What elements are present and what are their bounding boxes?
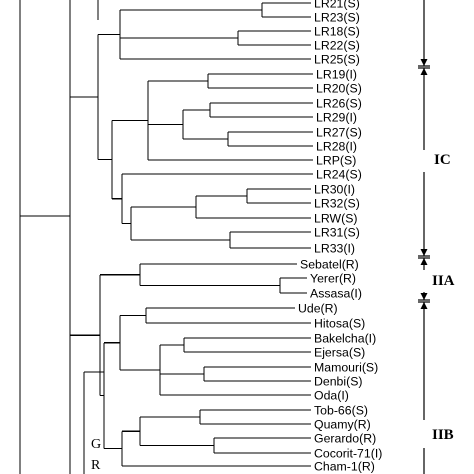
bracket-ib bbox=[418, 0, 430, 67]
leaf-label: LR27(S) bbox=[316, 126, 362, 140]
bracket-ic-bottom bbox=[418, 172, 430, 257]
bracket-iia-bottom bbox=[418, 292, 430, 301]
leaf-label: LR29(I) bbox=[316, 111, 357, 125]
leaf-label: Ejersa(S) bbox=[314, 346, 365, 360]
leaf-label: LR18(S) bbox=[314, 25, 360, 39]
leaf-label: LRW(S) bbox=[314, 212, 358, 226]
leaf-label: Cham-1(R) bbox=[314, 460, 375, 474]
leaf-label: Mamouri(S) bbox=[314, 361, 378, 375]
leaf-label: LR19(I) bbox=[316, 68, 357, 82]
leaf-label: LR28(I) bbox=[316, 140, 357, 154]
leaf-label: Assasa(I) bbox=[310, 287, 362, 301]
leaf-label: LRP(S) bbox=[316, 154, 356, 168]
cluster-label-iib: IIB bbox=[432, 427, 454, 443]
leaf-label: LR24(S) bbox=[316, 168, 362, 182]
leaf-label: LR22(S) bbox=[314, 39, 360, 53]
leaf-label: Hitosa(S) bbox=[314, 317, 365, 331]
leaf-label: Yerer(R) bbox=[310, 272, 356, 286]
leaf-label: LR32(S) bbox=[314, 197, 360, 211]
side-label-g: G bbox=[91, 437, 101, 452]
leaf-label: LR25(S) bbox=[314, 53, 360, 67]
leaf-label: LR20(S) bbox=[316, 82, 362, 96]
cluster-label-ic: IC bbox=[434, 152, 451, 168]
leaf-label: LR33(I) bbox=[314, 242, 355, 256]
leaf-label: LR26(S) bbox=[316, 97, 362, 111]
leaf-label: Bakelcha(I) bbox=[314, 332, 376, 346]
leaf-label: Gerardo(R) bbox=[314, 432, 376, 446]
leaf-label: Quamy(R) bbox=[314, 418, 371, 432]
bracket-ic-top bbox=[418, 67, 430, 150]
group-brackets bbox=[418, 0, 430, 474]
leaf-label: LR23(S) bbox=[314, 11, 360, 25]
leaf-label: Oda(I) bbox=[314, 389, 349, 403]
leaf-label: Denbi(S) bbox=[314, 375, 363, 389]
cluster-label-iia: IIA bbox=[432, 273, 455, 289]
leaf-label: LR21(S) bbox=[314, 0, 360, 11]
bracket-iia-top bbox=[418, 257, 430, 270]
leaf-label: LR31(S) bbox=[314, 226, 360, 240]
bracket-iib-top bbox=[418, 301, 430, 420]
leaf-labels: LR21(S)LR23(S)LR18(S)LR22(S)LR25(S)LR19(… bbox=[298, 0, 382, 474]
leaf-label: LR30(I) bbox=[314, 183, 355, 197]
side-label-r: R bbox=[91, 458, 101, 473]
tree-branches bbox=[19, 0, 313, 474]
leaf-label: Sebatel(R) bbox=[300, 258, 359, 272]
leaf-label: Ude(R) bbox=[298, 302, 338, 316]
leaf-label: Cocorit-71(I) bbox=[314, 447, 382, 461]
leaf-label: Tob-66(S) bbox=[314, 404, 368, 418]
